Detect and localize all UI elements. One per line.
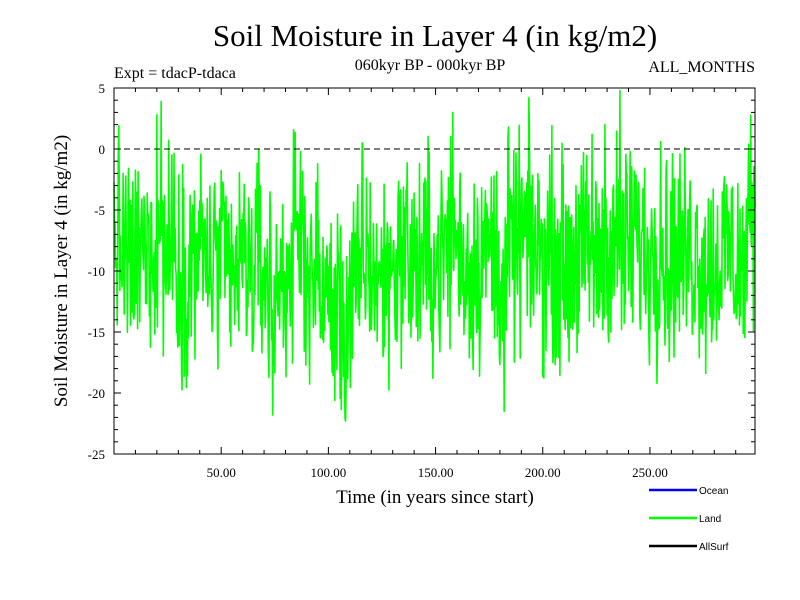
legend: Ocean Land AllSurf [649,486,729,553]
series-line-land [113,89,756,422]
y-axis-label: Soil Moisture in Layer 4 (in kg/m2) [51,135,72,407]
x-tick-label: 50.00 [207,465,236,480]
y-tick-label: -20 [88,386,105,401]
legend-label-ocean: Ocean [699,486,728,497]
x-tick-label: 100.00 [311,465,347,480]
plot-area: 50.00 100.00 150.00 200.00 250.00 5 0 -5 -10 -15 -… [88,81,756,480]
y-tick-label: -10 [88,264,105,279]
y-tick-label: -5 [94,203,105,218]
months-label: ALL_MONTHS [648,59,755,76]
chart-title: Soil Moisture in Layer 4 (in kg/m2) [213,18,657,53]
y-tick-label: 5 [99,81,106,96]
x-tick-label: 200.00 [525,465,561,480]
x-tick-label: 250.00 [632,465,668,480]
y-tick-label: 0 [99,142,106,157]
legend-label-land: Land [699,514,721,525]
x-axis-label: Time (in years since start) [336,487,534,508]
y-tick-label: -25 [88,447,105,462]
y-tick-label: -15 [88,325,105,340]
chart-subtitle: 060kyr BP - 000kyr BP [355,57,506,74]
legend-label-allsurf: AllSurf [699,542,729,553]
experiment-label: Expt = tdacP-tdaca [114,65,236,82]
x-tick-label: 150.00 [418,465,454,480]
